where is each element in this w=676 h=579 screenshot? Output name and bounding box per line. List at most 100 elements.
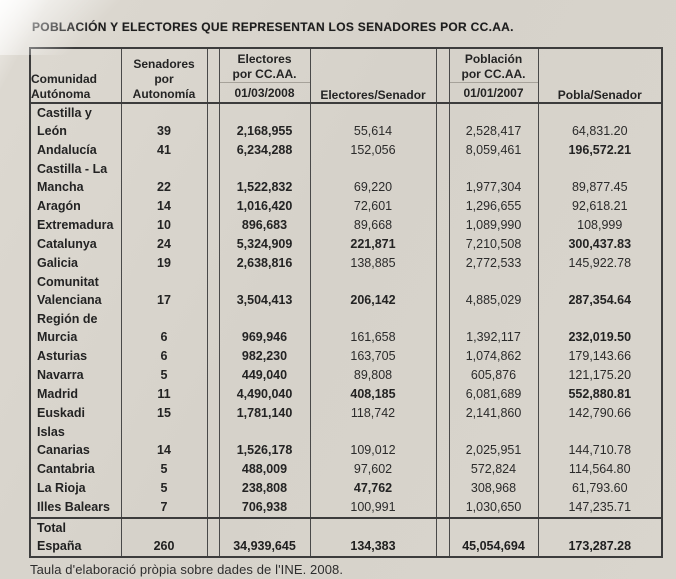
- cell-comunidad: Región de Murcia: [29, 310, 122, 347]
- cell-spacer: [206, 254, 220, 273]
- cell-spacer: [206, 385, 220, 404]
- cell-senadores: 5: [120, 366, 208, 385]
- cell-electores-senador: 69,220: [309, 160, 437, 197]
- cell-comunidad: Islas Canarias: [29, 423, 122, 460]
- cell-poblacion: 7,210,508: [448, 235, 539, 254]
- cell-pobla-senador: 144,710.78: [537, 423, 663, 460]
- cell-pobla-senador: 196,572.21: [537, 141, 663, 160]
- cell-electores: 2,638,816: [218, 254, 311, 273]
- table-row: Asturias 6 982,230 163,705 1,074,862 179,143.…: [29, 347, 663, 366]
- table-row: Islas Canarias 14 1,526,178 109,012 2,025,95…: [29, 423, 663, 460]
- table-row: Castilla y León 39 2,168,955 55,614 2,528,41…: [29, 103, 663, 141]
- cell-electores-senador: 163,705: [309, 347, 437, 366]
- cell-electores-senador: 55,614: [309, 103, 437, 141]
- cell-spacer: [206, 103, 220, 141]
- cell-spacer: [435, 160, 450, 197]
- cell-pobla-senador: 287,354.64: [537, 273, 663, 310]
- table-row: Euskadi 15 1,781,140 118,742 2,141,860 142,79…: [29, 404, 663, 423]
- cell-senadores: 260: [120, 517, 208, 557]
- cell-comunidad: Illes Balears: [29, 498, 122, 518]
- cell-spacer: [206, 460, 220, 479]
- cell-poblacion: 1,030,650: [448, 498, 539, 518]
- cell-electores-senador: 97,602: [309, 460, 437, 479]
- cell-spacer: [435, 479, 450, 498]
- cell-senadores: 39: [120, 103, 208, 141]
- cell-spacer: [206, 498, 220, 518]
- cell-comunidad: Comunitat Valenciana: [29, 273, 122, 310]
- cell-spacer: [435, 404, 450, 423]
- cell-pobla-senador: 114,564.80: [537, 460, 663, 479]
- cell-senadores: 19: [120, 254, 208, 273]
- cell-spacer: [435, 197, 450, 216]
- cell-pobla-senador: 142,790.66: [537, 404, 663, 423]
- cell-pobla-senador: 64,831.20: [537, 103, 663, 141]
- cell-spacer: [435, 517, 450, 557]
- cell-electores-senador: 161,658: [309, 310, 437, 347]
- cell-spacer: [435, 235, 450, 254]
- table-row: Galicia 19 2,638,816 138,885 2,772,533 145,92…: [29, 254, 663, 273]
- cell-spacer: [435, 385, 450, 404]
- cell-senadores: 15: [120, 404, 208, 423]
- table-row: Illes Balears 7 706,938 100,991 1,030,650 147…: [29, 498, 663, 518]
- cell-poblacion: 2,528,417: [448, 103, 539, 141]
- header-electores-senador: Electores/Senador: [309, 48, 437, 104]
- header-spacer: [206, 48, 220, 104]
- cell-electores-senador: 138,885: [309, 254, 437, 273]
- header-electores-por-ccaa: Electores por CC.AA. 01/03/2008: [218, 48, 311, 105]
- cell-comunidad: Catalunya: [29, 235, 122, 254]
- cell-senadores: 41: [120, 141, 208, 160]
- cell-poblacion: 1,392,117: [448, 310, 539, 347]
- cell-spacer: [206, 216, 220, 235]
- cell-pobla-senador: 173,287.28: [537, 517, 663, 557]
- cell-electores: 5,324,909: [218, 235, 311, 254]
- cell-spacer: [206, 235, 220, 254]
- cell-spacer: [206, 366, 220, 385]
- cell-electores-senador: 109,012: [309, 423, 437, 460]
- cell-spacer: [206, 347, 220, 366]
- cell-senadores: 10: [120, 216, 208, 235]
- cell-pobla-senador: 61,793.60: [537, 479, 663, 498]
- header-electores-date: 01/03/2008: [219, 82, 310, 105]
- cell-poblacion: 572,824: [448, 460, 539, 479]
- cell-electores-senador: 100,991: [309, 498, 437, 518]
- cell-pobla-senador: 145,922.78: [537, 254, 663, 273]
- header-poblacion-label: Población por CC.AA.: [461, 52, 526, 81]
- cell-comunidad: La Rioja: [29, 479, 122, 498]
- senators-population-table: Comunidad Autónoma Senadores por Autonom…: [29, 47, 663, 558]
- table-row: Cantabria 5 488,009 97,602 572,824 114,564.80: [29, 460, 663, 479]
- cell-spacer: [206, 479, 220, 498]
- table-body: Castilla y León 39 2,168,955 55,614 2,528,41…: [29, 103, 663, 557]
- cell-spacer: [206, 141, 220, 160]
- header-senadores-por-autonomia: Senadores por Autonomía: [120, 48, 208, 104]
- table-row: Castilla - La Mancha 22 1,522,832 69,220 1,9…: [29, 160, 663, 197]
- cell-pobla-senador: 108,999: [537, 216, 663, 235]
- cell-electores-senador: 47,762: [309, 479, 437, 498]
- cell-pobla-senador: 300,437.83: [537, 235, 663, 254]
- cell-poblacion: 8,059,461: [448, 141, 539, 160]
- cell-spacer: [435, 216, 450, 235]
- cell-senadores: 5: [120, 460, 208, 479]
- table-row: Extremadura 10 896,683 89,668 1,089,990 108,9…: [29, 216, 663, 235]
- cell-spacer: [206, 517, 220, 557]
- cell-electores: 488,009: [218, 460, 311, 479]
- table-row: Comunitat Valenciana 17 3,504,413 206,142 4,…: [29, 273, 663, 310]
- header-poblacion-por-ccaa: Población por CC.AA. 01/01/2007: [448, 48, 539, 104]
- cell-poblacion: 1,089,990: [448, 216, 539, 235]
- cell-spacer: [206, 160, 220, 197]
- cell-senadores: 24: [120, 235, 208, 254]
- cell-spacer: [435, 103, 450, 141]
- cell-senadores: 6: [120, 347, 208, 366]
- cell-electores: 6,234,288: [218, 141, 311, 160]
- cell-pobla-senador: 147,235.71: [537, 498, 663, 518]
- cell-comunidad: Castilla - La Mancha: [29, 160, 122, 197]
- table-row: Catalunya 24 5,324,909 221,871 7,210,508 300,…: [29, 235, 663, 254]
- cell-spacer: [435, 254, 450, 273]
- cell-electores-senador: 118,742: [309, 404, 437, 423]
- cell-comunidad: Cantabria: [29, 460, 122, 479]
- table-header: Comunidad Autónoma Senadores por Autonom…: [29, 48, 663, 105]
- cell-spacer: [206, 423, 220, 460]
- cell-pobla-senador: 179,143.66: [537, 347, 663, 366]
- header-pobla-senador: Pobla/Senador: [537, 48, 663, 104]
